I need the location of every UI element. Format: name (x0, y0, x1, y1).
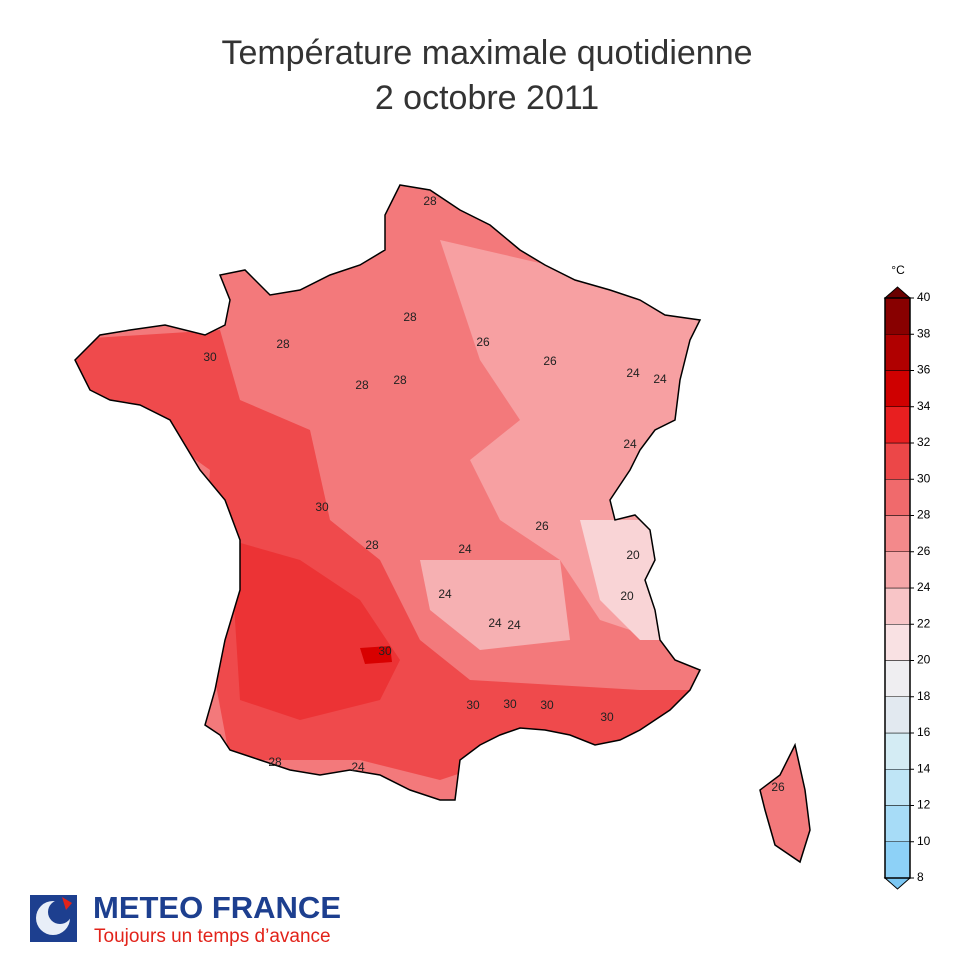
subtitle: 2 octobre 2011 (375, 79, 599, 117)
slogan: Toujours un temps d’avance (94, 926, 331, 947)
contour-labels: 28 28 30 28 28 28 26 26 24 24 24 30 28 24 26 20 20 24 24 30… (203, 194, 785, 794)
colorbar-tick-label: 12 (917, 798, 931, 812)
contour-label: 26 (771, 780, 785, 794)
coastline (74, 184, 811, 864)
contour-label: 26 (476, 335, 490, 349)
logo-arrow (62, 897, 72, 910)
colorbar-under (883, 877, 912, 890)
colorbar-tick-label: 22 (917, 616, 931, 630)
colorbar-band (884, 732, 911, 770)
contour-label: 24 (438, 587, 452, 601)
colorbar-tick-label: 28 (917, 508, 931, 522)
colorbar-tick-label: 38 (917, 326, 931, 340)
colorbar-band (884, 624, 911, 661)
contour-label: 30 (466, 698, 480, 712)
colorbar-tick-label: 40 (917, 290, 931, 304)
contour-label: 24 (507, 618, 521, 632)
contour-label: 30 (378, 644, 392, 658)
logo: METEO FRANCE Toujours un temps d’avance (30, 890, 341, 947)
colorbar-band (884, 660, 911, 697)
contour-label: 28 (423, 194, 437, 208)
colorbar-tick-label: 8 (917, 870, 924, 884)
colorbar-band (884, 696, 911, 734)
colorbar-band (884, 334, 911, 371)
colorbar-band (884, 515, 911, 552)
title: Température maximale quotidienne (221, 34, 752, 72)
colorbar-band (884, 442, 911, 480)
contour-label: 30 (503, 697, 517, 711)
contour-label: 30 (203, 350, 217, 364)
colorbar-tick-label: 32 (917, 435, 931, 449)
contour-label: 20 (620, 589, 634, 603)
contour-label: 26 (535, 519, 549, 533)
colorbar-tick-label: 16 (917, 725, 931, 739)
colorbar-band (884, 587, 911, 625)
contour-label: 24 (458, 542, 472, 556)
contour-label: 28 (276, 337, 290, 351)
colorbar-tick-label: 14 (917, 761, 931, 775)
contour-label: 28 (365, 538, 379, 552)
colorbar-band (884, 841, 911, 879)
contour-label: 24 (488, 616, 502, 630)
colorbar-over (883, 286, 912, 299)
colorbar-tick-label: 18 (917, 689, 931, 703)
contour-label: 28 (268, 755, 282, 769)
colorbar-band (884, 479, 911, 516)
colorbar-band (884, 551, 911, 589)
zone-hot (230, 540, 400, 720)
contour-label: 30 (315, 500, 329, 514)
colorbar-band (884, 297, 911, 335)
colorbar-tick-label: 34 (917, 399, 931, 413)
contour-label: 30 (600, 710, 614, 724)
contour-label: 28 (355, 378, 369, 392)
colorbar-band (884, 805, 911, 842)
contour-label: 28 (403, 310, 417, 324)
colorbar-tick-label: 36 (917, 363, 931, 377)
colorbar-tick-label: 24 (917, 580, 931, 594)
brand: METEO FRANCE (93, 890, 341, 925)
colorbar-tick-label: 20 (917, 653, 931, 667)
colorbar-band (884, 769, 911, 806)
contour-label: 24 (623, 437, 637, 451)
map (75, 185, 810, 862)
zone-hottest (360, 646, 392, 664)
contour-label: 26 (543, 354, 557, 368)
contour-label: 24 (626, 366, 640, 380)
contour-label: 20 (626, 548, 640, 562)
colorbar-tick-label: 26 (917, 544, 931, 558)
contour-label: 24 (351, 760, 365, 774)
colorbar-unit: °C (891, 263, 905, 277)
colorbar-band (884, 370, 911, 407)
colorbar-tick-label: 10 (917, 834, 931, 848)
contour-label: 30 (540, 698, 554, 712)
colorbar-tick-label: 30 (917, 471, 931, 485)
contour-label: 24 (653, 372, 667, 386)
colorbar: °C 8 10 12 14 16 18 20 22 24 26 28 30 32 34 36 38 40 (883, 263, 931, 890)
contour-label: 28 (393, 373, 407, 387)
zone-cool (420, 560, 570, 650)
colorbar-band (884, 406, 911, 444)
